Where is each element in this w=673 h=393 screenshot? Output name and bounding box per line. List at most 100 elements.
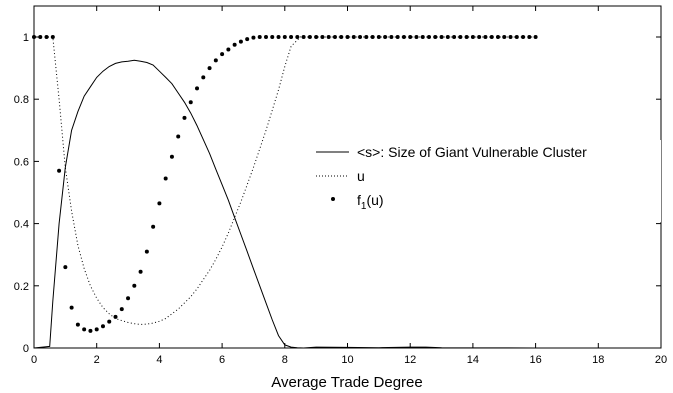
legend-box [309, 140, 661, 222]
f1u-point [169, 154, 174, 159]
series-layer [32, 35, 538, 349]
f1u-point [433, 35, 438, 39]
f1u-point [282, 35, 287, 39]
f1u-point [44, 35, 49, 39]
f1u-point [339, 35, 344, 39]
f1u-point [452, 35, 457, 39]
f1u-point [82, 327, 87, 332]
f1u-point [226, 47, 231, 52]
f1u-point [295, 35, 300, 39]
f1u-point [332, 35, 337, 39]
f1u-point [232, 42, 237, 47]
series-f1u-markers [32, 35, 538, 333]
f1u-point [414, 35, 419, 39]
f1u-point [521, 35, 526, 39]
y-tick-label: 0.8 [14, 94, 29, 106]
f1u-point [107, 319, 112, 324]
f1u-point [144, 249, 149, 254]
f1u-point [376, 35, 381, 39]
f1u-point [188, 100, 193, 105]
f1u-point [163, 176, 168, 181]
f1u-point [314, 35, 319, 39]
f1u-point [477, 35, 482, 39]
f1u-point [389, 35, 394, 39]
f1u-point [458, 35, 463, 39]
f1u-point [119, 307, 124, 312]
f1u-point [395, 35, 400, 39]
f1u-point [245, 37, 250, 42]
y-tick-label: 1 [23, 32, 29, 44]
legend-f: f [357, 192, 361, 208]
f1u-point [439, 35, 444, 39]
x-tick-label: 20 [655, 354, 667, 366]
x-tick-label: 18 [592, 354, 604, 366]
legend-subscript: 1 [361, 201, 367, 212]
legend: <s>: Size of Giant Vulnerable Cluster u … [309, 140, 661, 222]
series-giant-cluster-line [33, 59, 536, 349]
f1u-point [383, 35, 388, 39]
f1u-point [276, 35, 281, 39]
x-tick-label: 6 [219, 354, 225, 366]
x-axis-title: Average Trade Degree [271, 374, 423, 391]
f1u-point [307, 35, 312, 39]
x-tick-label: 10 [341, 354, 353, 366]
f1u-point [420, 35, 425, 39]
y-tick-label: 0.6 [14, 156, 29, 168]
legend-rest: (u) [366, 192, 383, 208]
f1u-point [113, 314, 118, 319]
f1u-point [427, 35, 432, 39]
f1u-point [470, 35, 475, 39]
f1u-point [201, 75, 206, 80]
legend-label-f1u: f1(u) [357, 192, 384, 212]
f1u-point [358, 35, 363, 39]
f1u-point [514, 35, 519, 39]
f1u-point [207, 66, 212, 71]
f1u-point [301, 35, 306, 39]
y-tick-label: 0 [23, 343, 29, 355]
x-tick-label: 8 [282, 354, 288, 366]
f1u-point [320, 35, 325, 39]
f1u-point [533, 35, 538, 39]
f1u-point [100, 324, 105, 329]
f1u-point [364, 35, 369, 39]
f1u-point [176, 134, 181, 139]
f1u-point [63, 265, 68, 270]
f1u-point [508, 35, 513, 39]
f1u-point [94, 327, 99, 332]
f1u-point [182, 115, 187, 120]
f1u-point [69, 305, 74, 310]
f1u-point [502, 35, 507, 39]
f1u-point [88, 328, 93, 333]
f1u-point [445, 35, 450, 39]
f1u-point [464, 35, 469, 39]
axis-ticks: 0 2 4 6 8 10 12 14 16 18 20 0 0.2 0.4 0.6 0.8 1 [14, 6, 667, 366]
f1u-point [213, 58, 218, 63]
f1u-point [38, 35, 43, 39]
series-u-line [34, 36, 536, 325]
y-tick-label: 0.4 [14, 219, 29, 231]
f1u-point [257, 35, 262, 39]
f1u-point [126, 296, 131, 301]
f1u-point [220, 52, 225, 57]
f1u-point [238, 39, 243, 44]
f1u-point [32, 35, 36, 39]
f1u-point [50, 35, 55, 39]
f1u-point [138, 269, 143, 274]
f1u-point [57, 168, 62, 173]
f1u-point [75, 322, 80, 327]
x-tick-label: 4 [156, 354, 162, 366]
f1u-point [495, 35, 500, 39]
legend-swatch-marker [331, 197, 335, 201]
f1u-point [151, 224, 156, 229]
f1u-point [401, 35, 406, 39]
f1u-point [351, 35, 356, 39]
f1u-point [132, 283, 137, 288]
f1u-point [326, 35, 331, 39]
f1u-point [489, 35, 494, 39]
x-tick-label: 0 [31, 354, 37, 366]
y-tick-label: 0.2 [14, 281, 29, 293]
f1u-point [251, 35, 256, 40]
f1u-point [408, 35, 413, 39]
legend-label-giant-cluster: <s>: Size of Giant Vulnerable Cluster [357, 144, 587, 160]
